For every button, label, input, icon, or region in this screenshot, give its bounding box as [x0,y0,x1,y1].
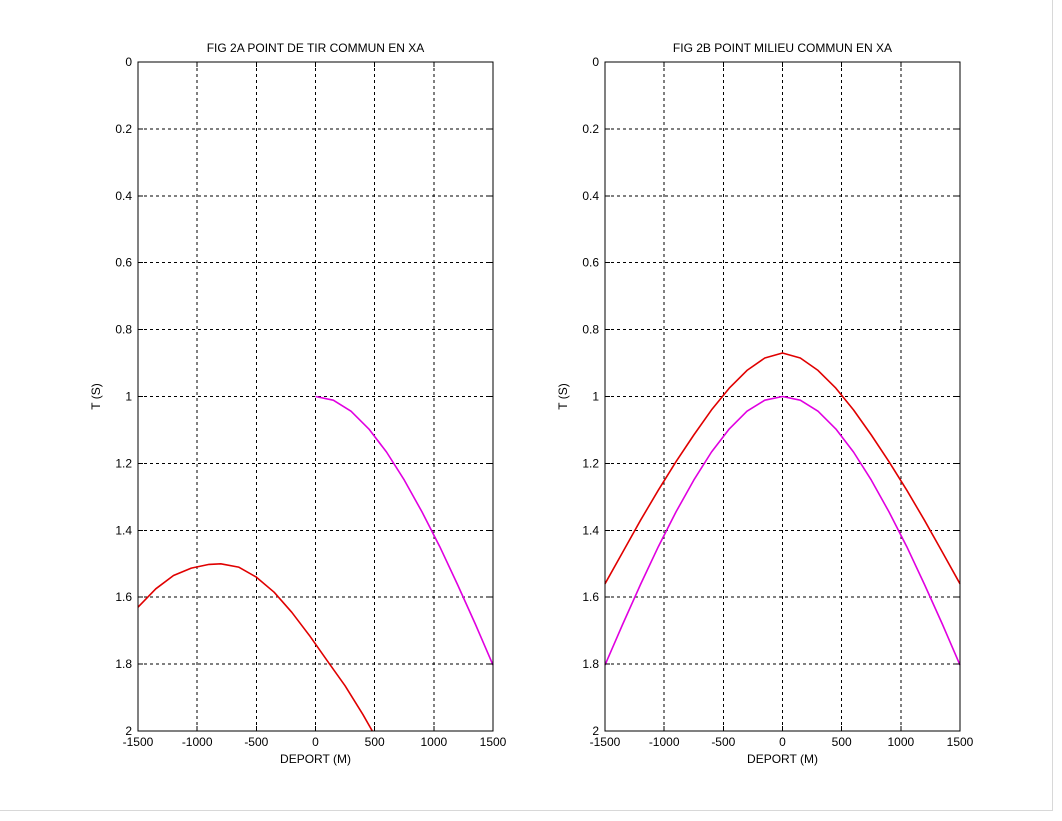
chart-b-x-tick-label: 0 [779,735,786,749]
chart-a-x-tick-label: 1000 [420,735,447,749]
chart-b-y-axis-label: T (S) [556,383,570,409]
chart-a-series-red-line [137,562,373,732]
chart-b-y-tick-label: 0 [592,55,599,69]
chart-a-group: -1500 -1000 -500 0 500 1000 1500 0 0.2 0.4 0.6 0.8 1… [89,41,507,766]
chart-a-x-tick-label: 1500 [480,735,507,749]
chart-b-y-tick-label: 1.2 [582,456,599,470]
chart-a-y-tick-label: 0.2 [115,122,132,136]
chart-b-x-tick-label: -1500 [590,735,621,749]
chart-b-y-tick-label: 1.8 [582,657,599,671]
chart-a-y-tick-label: 0.6 [115,256,132,270]
chart-a-y-tick-label: 0.4 [115,189,132,203]
chart-b-y-tick-label: 0.6 [582,256,599,270]
chart-b-x-tick-label: 500 [832,735,852,749]
chart-b-title: FIG 2B POINT MILIEU COMMUN EN XA [673,41,892,55]
chart-a-y-tick-label: 1 [125,390,132,404]
figure-frame [0,0,1053,811]
chart-b-x-tick-label: -500 [711,735,735,749]
chart-a-x-tick-label: 0 [312,735,319,749]
chart-b-y-tick-label: 0.2 [582,122,599,136]
chart-b-y-tick-label: 1 [592,390,599,404]
chart-a-x-tick-label: -1500 [123,735,154,749]
chart-a-title: FIG 2A POINT DE TIR COMMUN EN XA [207,41,425,55]
chart-a-y-tick-label: 0.8 [115,323,132,337]
chart-b-x-tick-label: 1500 [947,735,974,749]
chart-b-y-tick-label: 1.6 [582,590,599,604]
chart-b-y-tick-label: 2 [592,724,599,738]
chart-a-x-tick-label: -500 [244,735,268,749]
chart-a-y-tick-label: 2 [125,724,132,738]
chart-a-x-tick-label: -1000 [182,735,213,749]
chart-a-y-tick-label: 1.8 [115,657,132,671]
chart-b-x-tick-label: -1000 [649,735,680,749]
chart-b-group: -1500 -1000 -500 0 500 1000 1500 0 0.2 0.4 0.6 0.8 1… [556,41,974,766]
chart-a-y-tick-label: 1.4 [115,523,132,537]
chart-b-y-tick-label: 1.4 [582,523,599,537]
chart-b-x-tick-label: 1000 [887,735,914,749]
chart-b-y-tick-label: 0.4 [582,189,599,203]
chart-a-y-tick-label: 0 [125,55,132,69]
chart-a-y-tick-label: 1.2 [115,456,132,470]
chart-b-series-red-line [604,352,961,585]
chart-b-series-magenta-line [604,395,961,666]
chart-b-x-axis-label: DEPORT (M) [747,752,818,766]
chart-a-y-axis-label: T (S) [89,383,103,409]
chart-b-y-tick-label: 0.8 [582,323,599,337]
chart-a-x-tick-label: 500 [365,735,385,749]
chart-a-series-magenta-line [315,395,494,666]
chart-a-y-tick-label: 1.6 [115,590,132,604]
chart-a-x-axis-label: DEPORT (M) [280,752,351,766]
